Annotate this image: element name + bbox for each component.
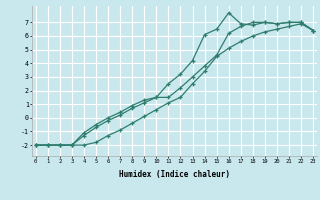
X-axis label: Humidex (Indice chaleur): Humidex (Indice chaleur) — [119, 170, 230, 179]
